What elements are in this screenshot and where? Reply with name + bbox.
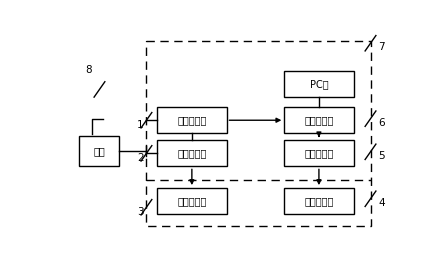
Text: 电源: 电源 [94, 146, 105, 156]
Text: 5: 5 [378, 151, 385, 161]
Bar [284, 140, 353, 166]
Text: 信号调理器: 信号调理器 [304, 148, 334, 158]
Text: 1: 1 [137, 120, 144, 130]
Bar [284, 188, 353, 214]
Text: 2: 2 [137, 153, 144, 163]
Text: 3: 3 [137, 207, 144, 217]
Text: 检测传感器: 检测传感器 [304, 196, 334, 206]
Text: PC机: PC机 [310, 79, 328, 89]
Bar [146, 41, 371, 226]
Text: 8: 8 [86, 65, 92, 75]
Text: 信号采集器: 信号采集器 [304, 115, 334, 125]
Bar [157, 107, 227, 133]
Text: 6: 6 [378, 117, 385, 128]
Text: 信号发生器: 信号发生器 [177, 115, 207, 125]
Bar [284, 71, 353, 97]
Bar [157, 140, 227, 166]
Text: 7: 7 [378, 42, 385, 52]
Text: 激励传感器: 激励传感器 [177, 196, 207, 206]
Text: 功率放大器: 功率放大器 [177, 148, 207, 158]
Bar [157, 188, 227, 214]
Bar [79, 136, 120, 166]
Bar [284, 107, 353, 133]
Text: 4: 4 [378, 198, 385, 208]
